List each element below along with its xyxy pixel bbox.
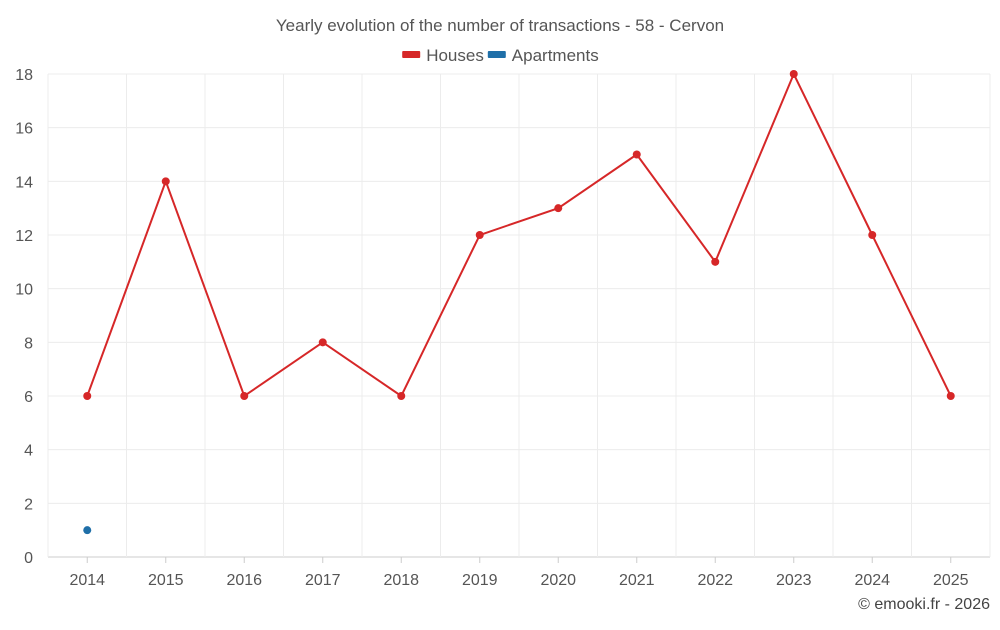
y-tick-label: 6: [24, 389, 33, 406]
legend-swatch-houses: [402, 51, 421, 58]
x-tick-label: 2021: [619, 572, 655, 589]
data-point-houses-2014: [83, 392, 92, 400]
legend-label-apartments: Apartments: [512, 46, 599, 65]
y-tick-label: 8: [24, 335, 33, 352]
y-tick-label: 16: [15, 121, 33, 138]
chart-title: Yearly evolution of the number of transa…: [276, 16, 724, 35]
legend-swatch-apartments: [487, 51, 506, 58]
y-tick-label: 0: [24, 550, 33, 567]
y-tick-label: 12: [15, 228, 33, 245]
x-tick-label: 2018: [383, 572, 419, 589]
y-tick-label: 14: [15, 174, 33, 191]
x-tick-label: 2019: [462, 572, 498, 589]
x-tick-label: 2024: [854, 572, 890, 589]
series-group: [83, 70, 955, 535]
x-tick-label: 2020: [540, 572, 576, 589]
grid-lines: [47, 73, 991, 558]
legend-label-houses: Houses: [426, 46, 484, 65]
data-point-houses-2025: [946, 392, 955, 400]
y-tick-label: 2: [24, 496, 33, 513]
legend: Houses Apartments: [402, 46, 599, 65]
copyright-text: © emooki.fr - 2026: [858, 596, 990, 613]
x-tick-label: 2015: [148, 572, 184, 589]
x-tick-label: 2016: [226, 572, 262, 589]
x-tick-label: 2022: [697, 572, 733, 589]
x-tick-label: 2014: [69, 572, 105, 589]
data-point-houses-2016: [240, 392, 249, 400]
data-point-houses-2019: [475, 231, 484, 239]
data-point-houses-2024: [868, 231, 877, 239]
y-tick-label: 10: [15, 282, 33, 299]
y-tick-label: 4: [24, 443, 33, 460]
data-point-houses-2022: [711, 257, 720, 266]
data-point-houses-2023: [789, 70, 798, 78]
x-tick-label: 2017: [305, 572, 341, 589]
data-point-houses-2021: [632, 150, 641, 159]
y-tick-label: 18: [15, 67, 33, 84]
y-axis: 0 2 4 6 8 10 12 14 16 18: [15, 67, 33, 567]
data-point-houses-2018: [397, 392, 406, 400]
data-point-houses-2017: [318, 338, 327, 347]
data-point-apartments-2014: [83, 526, 92, 535]
data-point-houses-2015: [161, 177, 170, 186]
data-point-houses-2020: [554, 204, 563, 213]
x-axis: 2014 2015 2016 2017 2018 2019 2020 2021 2022 2023…: [69, 557, 969, 589]
series-line-houses: [86, 71, 952, 398]
x-tick-label: 2023: [776, 572, 812, 589]
x-tick-label: 2025: [933, 572, 969, 589]
